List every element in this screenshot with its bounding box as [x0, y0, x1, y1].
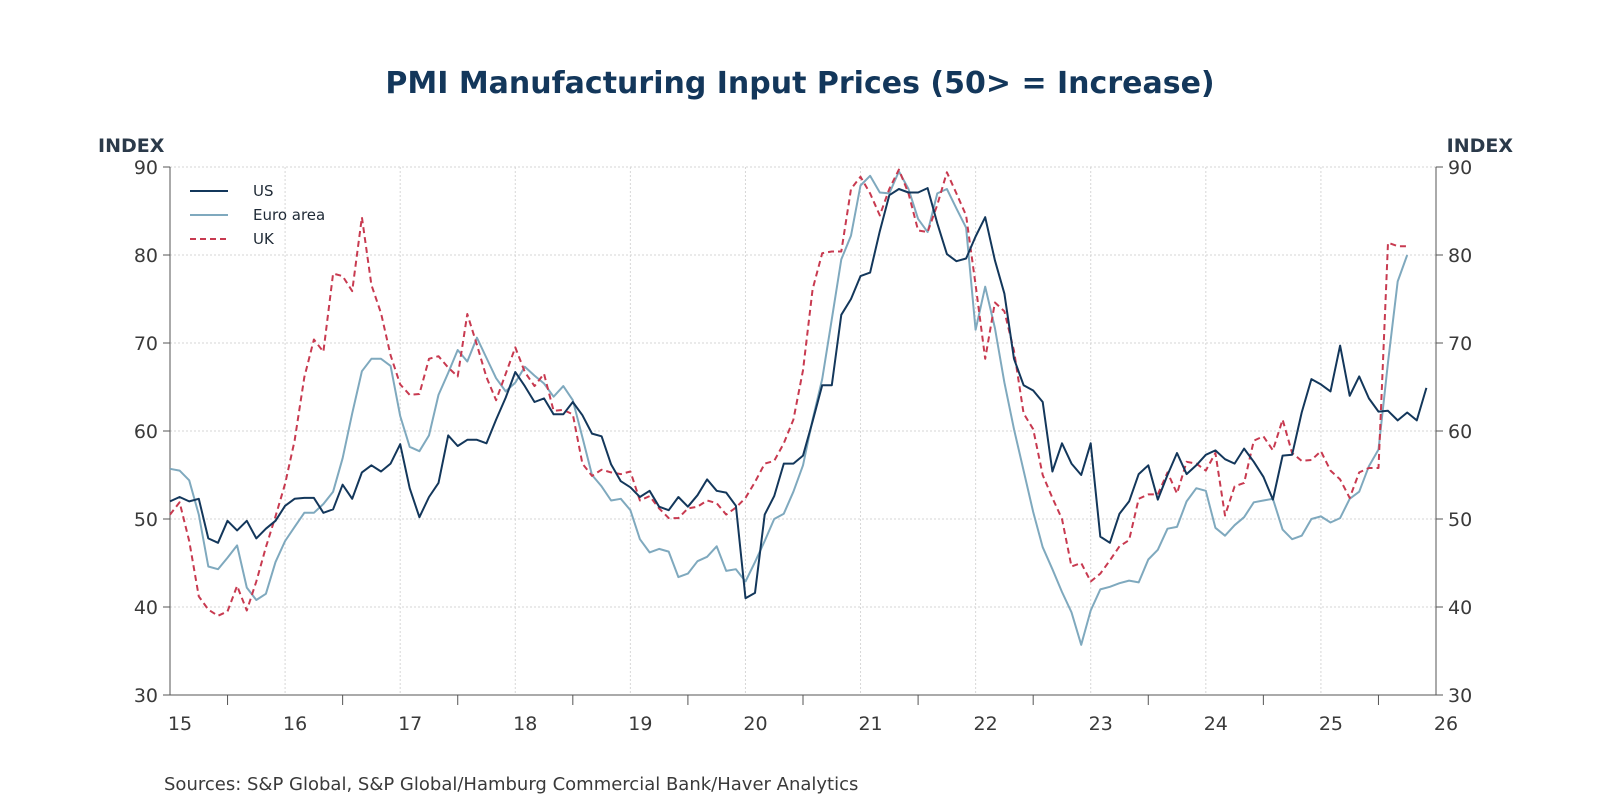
legend-label-us: US — [253, 182, 274, 200]
x-tick-label: 19 — [628, 713, 652, 735]
x-tick-label: 17 — [398, 713, 422, 735]
y-tick-label-right: 40 — [1448, 597, 1472, 619]
series-line-uk — [169, 168, 1408, 617]
x-tick-label: 16 — [283, 713, 307, 735]
axes: 30 30 40 40 50 50 60 60 70 70 80 80 90 90 15 16 17 18 19 20… — [134, 157, 1472, 735]
x-tick-label: 15 — [168, 713, 192, 735]
y-tick-label-left: 80 — [134, 245, 158, 267]
y-tick-label-right: 70 — [1448, 333, 1472, 355]
x-tick-label: 26 — [1434, 713, 1458, 735]
x-tick-label: 23 — [1089, 713, 1113, 735]
y-tick-label-right: 80 — [1448, 245, 1472, 267]
grid-lines — [170, 166, 1436, 696]
chart-title: PMI Manufacturing Input Prices (50> = In… — [385, 66, 1214, 101]
y-axis-title-right: INDEX — [1447, 135, 1514, 157]
y-tick-label-left: 50 — [134, 509, 158, 531]
x-tick-label: 18 — [513, 713, 537, 735]
series-lines — [169, 168, 1428, 646]
y-tick-label-right: 90 — [1448, 157, 1472, 179]
x-tick-label: 25 — [1319, 713, 1343, 735]
y-tick-label-left: 60 — [134, 421, 158, 443]
x-tick-label: 24 — [1204, 713, 1228, 735]
y-tick-label-left: 40 — [134, 597, 158, 619]
series-line-us — [169, 187, 1428, 600]
y-tick-label-left: 70 — [134, 333, 158, 355]
y-tick-label-left: 30 — [134, 685, 158, 707]
series-line-euro-area — [169, 170, 1409, 646]
legend-label-uk: UK — [253, 230, 275, 248]
x-tick-label: 22 — [974, 713, 998, 735]
legend: US Euro area UK — [190, 182, 325, 248]
y-tick-label-right: 30 — [1448, 685, 1472, 707]
source-note: Sources: S&P Global, S&P Global/Hamburg … — [164, 774, 858, 795]
x-tick-label: 21 — [858, 713, 882, 735]
y-axis-title-left: INDEX — [98, 135, 165, 157]
y-tick-label-right: 50 — [1448, 509, 1472, 531]
x-tick-label: 20 — [743, 713, 767, 735]
legend-label-euro-area: Euro area — [253, 206, 325, 224]
y-tick-label-right: 60 — [1448, 421, 1472, 443]
y-tick-label-left: 90 — [134, 157, 158, 179]
